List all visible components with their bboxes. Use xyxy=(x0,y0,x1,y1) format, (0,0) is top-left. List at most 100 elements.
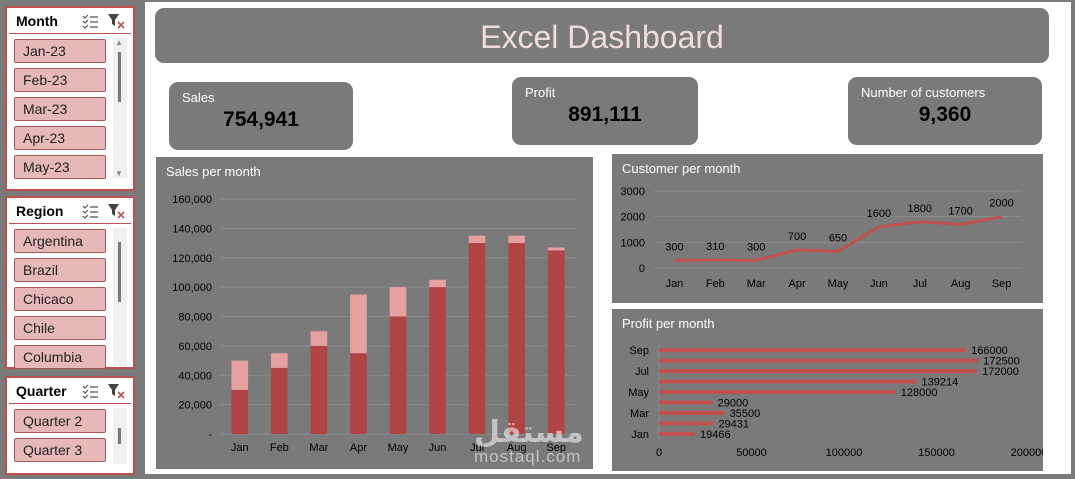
kpi-customers-label: Number of customers xyxy=(861,85,986,100)
x-tick-label: Jul xyxy=(470,442,484,454)
sales-chart-plot: - 20,000 40,000 60,000 80,000 100,000 120,000 1… xyxy=(172,194,576,454)
x-tick-label: May xyxy=(388,442,409,454)
scroll-thumb[interactable] xyxy=(118,428,121,444)
bar-top-feb xyxy=(271,353,288,368)
multi-select-icon[interactable] xyxy=(81,13,99,29)
scroll-thumb[interactable] xyxy=(118,52,121,102)
multi-select-icon[interactable] xyxy=(81,203,99,219)
y-tick-label: 2000 xyxy=(621,212,645,224)
slicer-item-jan-23[interactable]: Jan-23 xyxy=(14,39,106,63)
profit-chart-title: Profit per month xyxy=(622,316,715,331)
slicer-item-chile[interactable]: Chile xyxy=(14,316,106,340)
slicer-item-brazil[interactable]: Brazil xyxy=(14,258,106,282)
y-tick-label: Mar xyxy=(630,408,649,420)
bar-base-jan xyxy=(231,389,249,434)
data-label-apr: 700 xyxy=(788,231,806,243)
data-label-apr: 29000 xyxy=(718,397,749,409)
bar-profit-apr xyxy=(659,400,713,405)
x-tick-label: Jan xyxy=(666,278,684,290)
sales-chart[interactable]: Sales per month - 20,000 40,000 60,000 80,00… xyxy=(156,157,593,469)
customers-chart-title: Customer per month xyxy=(622,161,741,176)
quarter-slicer: Quarter Quarter 2 Quarter 3 xyxy=(5,376,135,475)
x-tick-label: 150000 xyxy=(918,447,955,459)
y-tick-label: 1000 xyxy=(621,237,645,249)
slicer-item-chicaco[interactable]: Chicaco xyxy=(14,287,106,311)
kpi-sales-value: 754,941 xyxy=(223,108,299,131)
slicer-item-quarter-2[interactable]: Quarter 2 xyxy=(14,409,106,433)
data-label-may: 650 xyxy=(829,232,847,244)
slicer-item-quarter-3[interactable]: Quarter 3 xyxy=(14,438,106,462)
bar-base-jul xyxy=(468,243,486,434)
x-tick-label: 0 xyxy=(656,447,662,459)
data-label-jan: 19466 xyxy=(700,429,731,441)
data-label-feb: 29431 xyxy=(718,418,749,430)
kpi-sales: Sales 754,941 xyxy=(169,82,353,150)
profit-chart-plot: 0 50000 100000 150000 200000 19466 Jan 29431355… xyxy=(628,345,1043,459)
x-tick-label: 100000 xyxy=(826,447,863,459)
bar-base-mar xyxy=(310,345,328,434)
clear-filter-icon[interactable] xyxy=(107,383,125,399)
x-tick-label: 200000 xyxy=(1011,447,1043,459)
bar-base-jun xyxy=(429,287,446,434)
data-label-jul: 172000 xyxy=(982,366,1019,378)
data-label-jun: 1600 xyxy=(867,208,891,220)
x-tick-label: Apr xyxy=(789,278,806,290)
clear-filter-icon[interactable] xyxy=(107,203,125,219)
x-tick-label: Mar xyxy=(309,442,328,454)
x-tick-label: Feb xyxy=(270,442,289,454)
y-tick-label: 100,000 xyxy=(172,282,212,294)
bar-top-jun xyxy=(429,279,446,288)
data-label-sep: 2000 xyxy=(989,198,1013,210)
bar-base-aug xyxy=(508,243,525,434)
month-slicer: Month Jan-23 Feb-23 Mar-23 Apr-23 May-23… xyxy=(5,6,135,191)
quarter-slicer-header: Quarter xyxy=(9,378,131,404)
customers-line xyxy=(674,215,1002,262)
multi-select-icon[interactable] xyxy=(81,383,99,399)
customers-chart-plot: 0 1000 2000 3000 Jan 300 Feb 310 Mar 300 Apr 700 May… xyxy=(621,186,1022,290)
y-tick-label: 80,000 xyxy=(178,312,212,324)
slicer-item-may-23[interactable]: May-23 xyxy=(14,155,106,179)
y-tick-label: 60,000 xyxy=(178,341,212,353)
clear-filter-icon[interactable] xyxy=(107,13,125,29)
watermark-arabic: مستقل xyxy=(474,416,584,449)
profit-chart[interactable]: Profit per month 0 50000 100000 150000 20000… xyxy=(612,309,1043,471)
x-tick-label: Sep xyxy=(546,442,566,454)
y-tick-label: 120,000 xyxy=(172,253,212,265)
month-slicer-title: Month xyxy=(16,12,58,29)
x-tick-label: Jul xyxy=(913,278,927,290)
quarter-slicer-scrollbar[interactable] xyxy=(113,408,127,464)
month-slicer-header: Month xyxy=(9,8,131,34)
bar-profit-jun xyxy=(659,379,917,384)
slicer-item-feb-23[interactable]: Feb-23 xyxy=(14,68,106,92)
dashboard-panel: Excel Dashboard Sales 754,941 Profit 891… xyxy=(145,2,1071,474)
x-tick-label: May xyxy=(828,278,849,290)
customers-chart[interactable]: Customer per month 0 1000 2000 3000 Jan 300 Fe… xyxy=(612,154,1043,303)
slicer-item-apr-23[interactable]: Apr-23 xyxy=(14,126,106,150)
data-label-aug: 172500 xyxy=(983,356,1020,368)
scroll-down-icon[interactable]: ▼ xyxy=(115,169,123,178)
bar-top-aug xyxy=(508,235,525,244)
region-slicer-scrollbar[interactable] xyxy=(113,228,127,366)
bar-profit-mar xyxy=(659,410,725,415)
y-tick-label: Jan xyxy=(631,429,649,441)
kpi-customers: Number of customers 9,360 xyxy=(848,77,1042,145)
month-slicer-scrollbar[interactable]: ▲ ▼ xyxy=(113,38,127,178)
data-label-jan: 300 xyxy=(665,241,683,253)
x-tick-label: Apr xyxy=(350,442,367,454)
scroll-up-icon[interactable]: ▲ xyxy=(115,38,123,47)
bar-base-may xyxy=(389,316,407,434)
slicer-item-mar-23[interactable]: Mar-23 xyxy=(14,97,106,121)
bar-top-may xyxy=(389,287,407,317)
dashboard-title: Excel Dashboard xyxy=(155,8,1049,63)
x-tick-label: Jun xyxy=(429,442,447,454)
x-tick-label: Aug xyxy=(507,442,527,454)
region-slicer-list: Argentina Brazil Chicaco Chile Columbia xyxy=(7,224,133,369)
bar-profit-may xyxy=(659,390,896,394)
sales-chart-title: Sales per month xyxy=(166,164,261,179)
quarter-slicer-list: Quarter 2 Quarter 3 xyxy=(7,404,133,464)
slicer-item-argentina[interactable]: Argentina xyxy=(14,229,106,253)
watermark-logo: مستقل mostaql.com xyxy=(474,418,584,466)
x-tick-label: Jun xyxy=(870,278,888,290)
slicer-item-columbia[interactable]: Columbia xyxy=(14,345,106,369)
scroll-thumb[interactable] xyxy=(118,242,121,302)
